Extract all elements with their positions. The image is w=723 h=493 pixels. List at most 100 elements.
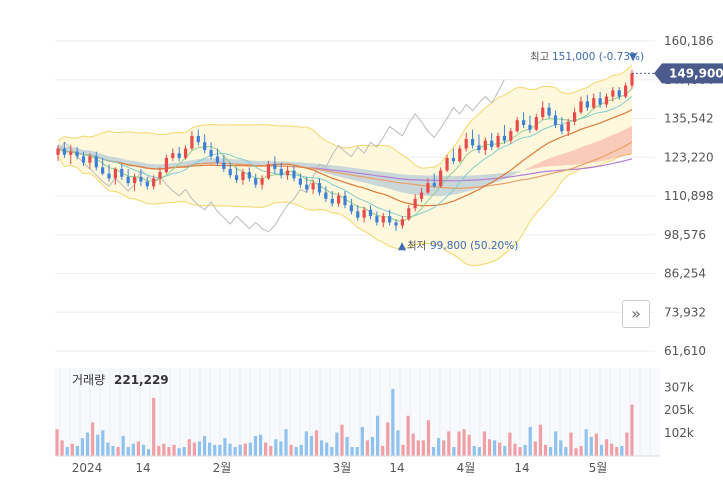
x-tick-label: 2월	[213, 461, 232, 475]
candle-body	[81, 156, 86, 163]
volume-bar	[513, 443, 517, 456]
candle-body	[158, 172, 162, 179]
volume-bar	[543, 444, 548, 456]
volume-tick-label: 102k	[664, 426, 694, 440]
cloud-segment	[453, 175, 460, 195]
cloud-segment	[345, 166, 352, 180]
volume-bar	[599, 444, 604, 456]
cloud-segment	[357, 168, 365, 183]
volume-bar	[431, 447, 436, 456]
candle-body	[349, 205, 353, 212]
candle-body	[604, 96, 609, 105]
volume-value: 221,229	[114, 373, 169, 387]
volume-bar	[228, 443, 232, 456]
candle-body	[445, 157, 449, 171]
candle-body	[375, 216, 379, 223]
candle-body	[324, 192, 328, 199]
candle-body	[266, 164, 271, 179]
volume-bar	[314, 430, 319, 456]
volume-bar	[375, 415, 380, 456]
x-tick-label: 14	[135, 461, 150, 475]
volume-bar	[533, 441, 537, 456]
cloud-segment	[128, 160, 135, 166]
candle-body	[69, 151, 73, 155]
candle-body	[624, 85, 628, 97]
cloud-segment	[147, 163, 154, 169]
volume-bar	[55, 429, 59, 456]
volume-bar	[75, 445, 79, 456]
volume-bar	[172, 444, 176, 456]
volume-bar	[335, 432, 339, 456]
volume-bar	[187, 439, 191, 456]
candle-body	[94, 156, 98, 168]
volume-bar	[437, 438, 441, 456]
volume-bar	[401, 444, 405, 456]
high-prefix: 최고	[530, 51, 550, 63]
volume-bar	[264, 442, 268, 456]
expand-button[interactable]: »	[622, 300, 650, 328]
candle-body	[477, 145, 481, 151]
volume-bar	[284, 429, 288, 456]
cloud-segment	[587, 142, 594, 164]
x-tick-label: 14	[514, 461, 529, 475]
ma20-line	[57, 108, 633, 207]
volume-bar	[467, 434, 471, 456]
candle-body	[521, 120, 526, 125]
cloud-segment	[510, 171, 518, 177]
candle-body	[483, 140, 487, 151]
cloud-segment	[466, 175, 473, 192]
volume-bar	[625, 432, 629, 456]
volume-bar	[65, 447, 69, 456]
x-tick-label: 5월	[589, 461, 608, 475]
candle-body	[107, 173, 111, 179]
candle-body	[419, 192, 424, 199]
candle-body	[190, 135, 194, 149]
price-tick-label: 61,610	[664, 344, 706, 358]
cloud-segment	[606, 134, 613, 161]
volume-bar	[126, 447, 130, 456]
cloud-segment	[561, 152, 569, 166]
high-arrow: ▼	[629, 51, 638, 63]
cloud-segment	[447, 175, 454, 196]
candle-body	[400, 219, 404, 226]
current-price-label: 149,900	[669, 66, 723, 80]
volume-bar	[91, 422, 95, 456]
volume-bar	[487, 439, 492, 456]
volume-bar	[360, 426, 364, 456]
cloud-segment	[517, 169, 524, 173]
candle-body	[254, 178, 258, 185]
cloud-segment	[370, 170, 377, 186]
candle-body	[113, 168, 117, 179]
volume-bar	[243, 443, 247, 456]
candle-body	[407, 208, 411, 220]
volume-bar	[416, 440, 420, 456]
volume-bar	[60, 440, 64, 456]
volume-bar	[70, 443, 74, 456]
volume-bar	[411, 433, 415, 456]
candle-body	[439, 170, 443, 187]
candle-body	[247, 172, 251, 179]
cloud-segment	[472, 175, 479, 191]
volume-bar	[462, 429, 466, 456]
volume-bar	[80, 438, 85, 456]
volume-bar	[391, 388, 395, 456]
candle-body	[311, 183, 315, 190]
candle-body	[164, 157, 169, 173]
volume-bar	[528, 426, 532, 456]
cloud-segment	[134, 161, 141, 167]
cloud-segment	[568, 149, 575, 166]
volume-bar	[508, 432, 512, 456]
candle-body	[209, 150, 213, 157]
volume-bar	[309, 435, 314, 456]
candle-body	[132, 176, 137, 184]
volume-bar	[96, 434, 100, 456]
volume-bar	[289, 444, 293, 456]
candle-body	[515, 120, 519, 132]
cloud-segment	[338, 165, 345, 179]
candle-body	[451, 157, 456, 162]
volume-bar	[197, 441, 202, 456]
candle-body	[260, 178, 264, 185]
volume-bar	[152, 397, 156, 456]
candle-body	[343, 195, 347, 206]
